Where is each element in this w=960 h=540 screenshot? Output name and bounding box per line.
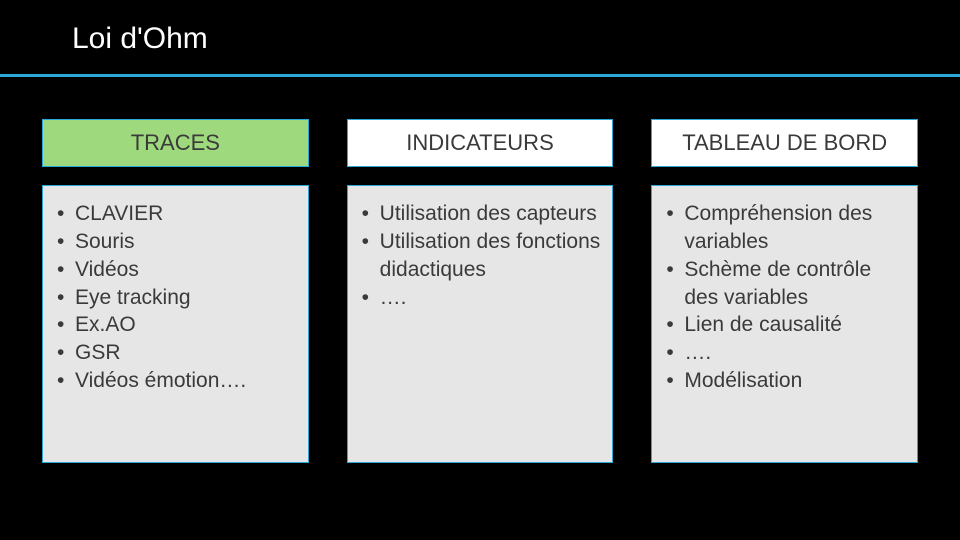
column-header-indicateurs: INDICATEURS bbox=[347, 119, 614, 167]
traces-list: CLAVIER Souris Vidéos Eye tracking Ex.AO… bbox=[57, 200, 298, 394]
column-body-tableau: Compréhension des variables Schème de co… bbox=[651, 185, 918, 463]
column-header-tableau: TABLEAU DE BORD bbox=[651, 119, 918, 167]
list-item: Souris bbox=[57, 228, 298, 256]
column-traces: TRACES CLAVIER Souris Vidéos Eye trackin… bbox=[42, 119, 309, 463]
column-header-traces: TRACES bbox=[42, 119, 309, 167]
list-item: Eye tracking bbox=[57, 284, 298, 312]
slide-header: Loi d'Ohm bbox=[0, 0, 960, 74]
column-body-traces: CLAVIER Souris Vidéos Eye tracking Ex.AO… bbox=[42, 185, 309, 463]
list-item: Compréhension des variables bbox=[666, 200, 907, 255]
list-item: Utilisation des capteurs bbox=[362, 200, 603, 228]
list-item: Utilisation des fonctions didactiques bbox=[362, 228, 603, 283]
list-item: Vidéos bbox=[57, 256, 298, 284]
list-item: …. bbox=[666, 339, 907, 367]
list-item: …. bbox=[362, 284, 603, 312]
list-item: Ex.AO bbox=[57, 311, 298, 339]
list-item: Vidéos émotion…. bbox=[57, 367, 298, 395]
indicateurs-list: Utilisation des capteurs Utilisation des… bbox=[362, 200, 603, 311]
list-item: GSR bbox=[57, 339, 298, 367]
list-item: CLAVIER bbox=[57, 200, 298, 228]
list-item: Schème de contrôle des variables bbox=[666, 256, 907, 311]
column-body-indicateurs: Utilisation des capteurs Utilisation des… bbox=[347, 185, 614, 463]
column-indicateurs: INDICATEURS Utilisation des capteurs Uti… bbox=[347, 119, 614, 463]
list-item: Modélisation bbox=[666, 367, 907, 395]
list-item: Lien de causalité bbox=[666, 311, 907, 339]
tableau-list: Compréhension des variables Schème de co… bbox=[666, 200, 907, 394]
column-tableau: TABLEAU DE BORD Compréhension des variab… bbox=[651, 119, 918, 463]
slide-title: Loi d'Ohm bbox=[72, 22, 960, 56]
columns-container: TRACES CLAVIER Souris Vidéos Eye trackin… bbox=[0, 77, 960, 463]
